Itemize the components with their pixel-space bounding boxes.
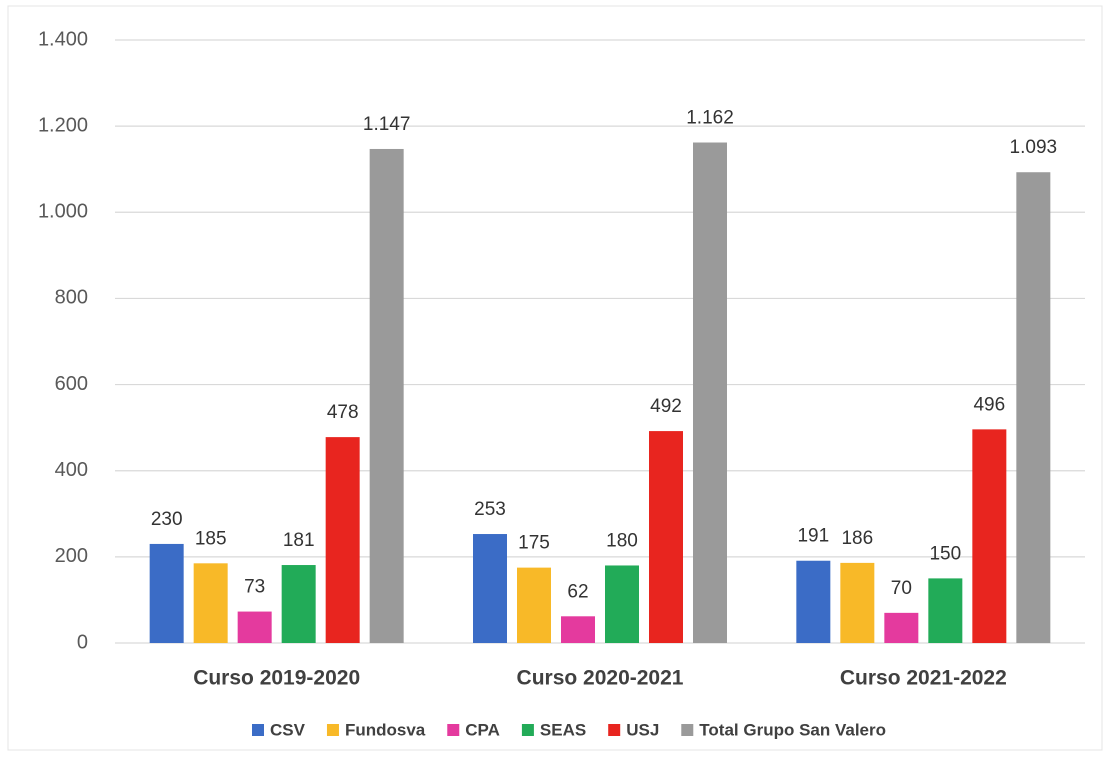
bar [325, 437, 360, 643]
data-label: 1.162 [686, 108, 734, 129]
data-label: 253 [474, 499, 506, 520]
bar [149, 543, 184, 643]
bar [649, 431, 683, 643]
data-label: 180 [606, 530, 638, 551]
y-tick-label: 800 [55, 287, 88, 309]
x-tick-label: Curso 2019-2020 [193, 667, 360, 690]
y-tick-label: 0 [77, 631, 88, 653]
legend-swatch [326, 724, 339, 736]
data-label: 496 [973, 394, 1005, 415]
bar [884, 612, 919, 643]
data-label: 230 [151, 509, 183, 530]
data-label: 478 [327, 402, 359, 423]
bar [605, 565, 639, 643]
y-tick-label: 600 [55, 373, 88, 395]
legend-label: CSV [270, 720, 306, 739]
data-label: 191 [797, 526, 829, 547]
bar [561, 616, 595, 643]
data-label: 175 [518, 533, 550, 554]
bar [281, 565, 316, 643]
legend-swatch [447, 724, 460, 736]
y-tick-label: 400 [55, 459, 88, 481]
y-tick-label: 1.400 [38, 28, 88, 50]
y-tick-label: 1.000 [38, 201, 88, 223]
legend-swatch [681, 724, 694, 736]
bar [517, 567, 551, 643]
bar [693, 142, 727, 643]
bar [796, 560, 831, 643]
x-tick-label: Curso 2021-2022 [840, 667, 1007, 690]
legend-label: Total Grupo San Valero [699, 720, 886, 739]
legend-label: USJ [626, 720, 659, 739]
bar [1016, 172, 1051, 643]
data-label: 1.147 [363, 114, 411, 135]
data-label: 70 [891, 578, 912, 599]
legend-swatch [608, 724, 621, 736]
bar [928, 578, 963, 643]
legend-label: CPA [465, 720, 500, 739]
bar [840, 562, 875, 643]
legend-swatch [521, 724, 534, 736]
bar [237, 611, 272, 643]
data-label: 62 [567, 581, 588, 602]
data-label: 73 [244, 577, 265, 598]
bar [972, 429, 1007, 643]
data-label: 1.093 [1010, 137, 1058, 158]
bar [193, 563, 228, 643]
data-label: 181 [283, 530, 315, 551]
bar [369, 148, 404, 644]
y-tick-label: 1.200 [38, 114, 88, 136]
y-tick-label: 200 [55, 545, 88, 567]
data-label: 150 [929, 543, 961, 564]
data-label: 186 [841, 528, 873, 549]
x-tick-label: Curso 2020-2021 [517, 667, 684, 690]
legend-label: SEAS [540, 720, 586, 739]
bar [473, 534, 507, 643]
data-label: 185 [195, 528, 227, 549]
data-label: 492 [650, 396, 682, 417]
chart-frame [7, 5, 1103, 751]
legend-swatch [252, 724, 264, 736]
legend-label: Fundosva [345, 720, 426, 739]
